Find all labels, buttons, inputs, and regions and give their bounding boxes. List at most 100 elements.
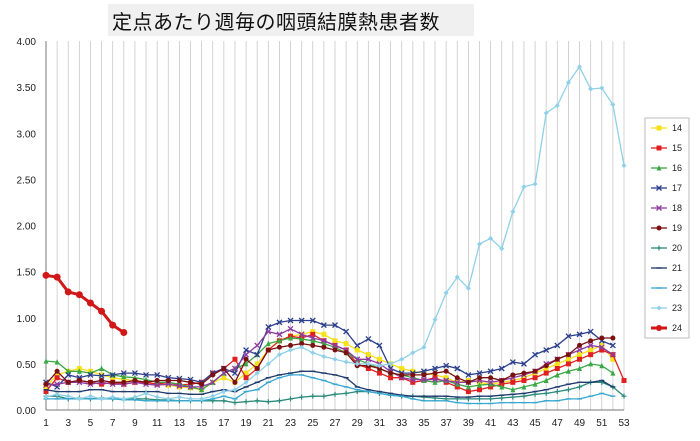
legend-label: 20: [672, 243, 682, 253]
legend-label: 23: [672, 303, 682, 313]
data-point: [465, 285, 471, 291]
data-point: [432, 317, 438, 323]
series-16: [43, 335, 616, 393]
data-point: [365, 356, 372, 363]
data-point: [121, 379, 127, 385]
data-point: [299, 394, 305, 400]
data-point: [656, 165, 662, 171]
x-tick-label: 27: [329, 418, 341, 429]
data-point: [521, 377, 527, 383]
data-point: [409, 376, 416, 383]
data-point: [120, 370, 127, 377]
data-point: [121, 377, 127, 383]
data-point: [98, 307, 106, 315]
x-tick-label: 1: [43, 418, 49, 429]
data-point: [521, 375, 527, 381]
data-point: [343, 359, 349, 365]
data-point: [75, 291, 83, 299]
y-tick-label: 3.50: [17, 83, 37, 94]
data-point: [354, 342, 361, 349]
data-point: [577, 342, 583, 348]
series-23: [43, 64, 627, 402]
data-point: [320, 322, 327, 329]
data-point: [565, 80, 571, 86]
data-point: [310, 350, 316, 356]
data-point: [554, 342, 561, 349]
data-point: [221, 389, 227, 395]
data-point: [131, 370, 138, 377]
data-point: [53, 273, 61, 281]
y-tick-label: 0.50: [17, 360, 37, 371]
data-point: [376, 370, 382, 376]
data-point: [588, 360, 594, 367]
data-point: [532, 375, 538, 381]
data-point: [543, 363, 549, 369]
data-point: [488, 381, 494, 387]
data-point: [210, 393, 216, 399]
data-point: [254, 361, 260, 367]
data-point: [64, 288, 72, 296]
data-point: [610, 356, 616, 362]
x-tick-label: 45: [530, 418, 542, 429]
data-point: [209, 379, 216, 386]
data-point: [221, 375, 227, 381]
data-point: [65, 393, 71, 399]
data-point: [265, 347, 271, 353]
legend-label: 24: [672, 323, 682, 333]
data-point: [554, 103, 560, 109]
data-point: [99, 377, 105, 383]
data-point: [532, 351, 539, 358]
data-point: [577, 384, 583, 390]
data-point: [343, 350, 349, 356]
data-point: [265, 340, 271, 347]
data-point: [288, 396, 294, 402]
data-point: [276, 337, 282, 344]
data-point: [343, 390, 349, 396]
data-point: [577, 64, 583, 70]
chart-title: 定点あたり週毎の咽頭結膜熱患者数: [112, 10, 440, 34]
data-point: [265, 328, 272, 335]
data-point: [276, 331, 283, 338]
data-point: [477, 375, 482, 381]
x-tick-label: 47: [552, 418, 564, 429]
y-tick-label: 1.00: [17, 314, 37, 325]
data-point: [376, 356, 382, 362]
x-tick-label: 23: [285, 418, 297, 429]
data-point: [621, 163, 627, 169]
y-axis-ticks: 0.00 0.50 1.00 1.50 2.00 2.50 3.00 3.50 4.00: [17, 37, 37, 417]
data-point: [521, 184, 527, 190]
data-point: [288, 342, 294, 348]
data-point: [420, 376, 427, 383]
x-tick-label: 53: [618, 418, 630, 429]
data-point: [232, 356, 238, 362]
data-point: [410, 379, 416, 385]
data-point: [554, 371, 560, 378]
data-point: [656, 325, 662, 331]
data-point: [543, 365, 549, 371]
x-tick-label: 29: [352, 418, 364, 429]
data-point: [609, 342, 616, 349]
x-tick-label: 35: [418, 418, 430, 429]
data-point: [143, 390, 149, 396]
data-point: [254, 370, 260, 376]
data-point: [298, 331, 305, 338]
data-point: [43, 384, 49, 390]
data-point: [343, 328, 350, 335]
y-tick-label: 1.50: [17, 268, 37, 279]
data-point: [454, 379, 461, 386]
data-point: [243, 375, 249, 381]
data-point: [54, 372, 60, 378]
data-point: [499, 377, 505, 383]
legend-item-21: 21: [651, 263, 682, 273]
series-19: [43, 335, 616, 387]
data-point: [86, 299, 94, 307]
data-point: [521, 370, 527, 376]
data-point: [65, 368, 71, 374]
x-tick-label: 13: [174, 418, 186, 429]
data-point: [176, 394, 182, 400]
data-point: [309, 335, 316, 342]
x-tick-label: 41: [485, 418, 497, 429]
data-point: [54, 391, 60, 397]
data-point: [243, 399, 249, 405]
title-background: [108, 4, 474, 36]
